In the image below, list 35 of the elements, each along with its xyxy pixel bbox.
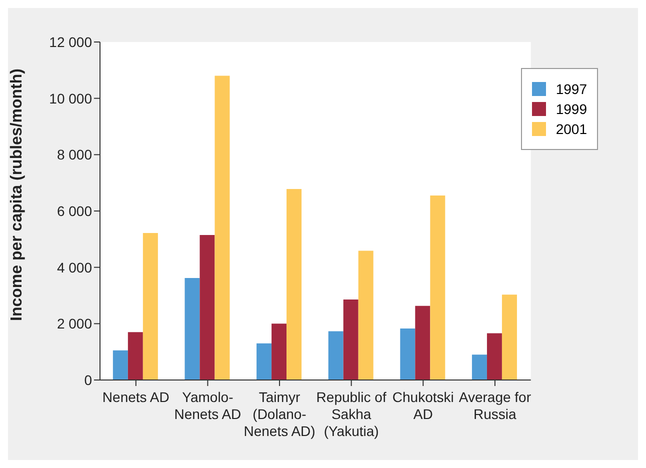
bar (472, 354, 487, 380)
bar (272, 324, 287, 380)
y-tick-label: 2 000 (56, 316, 92, 332)
y-axis-title: Income per capita (rubles/month) (8, 68, 26, 321)
bar (430, 196, 446, 380)
x-tick-label: Average for Russia (458, 389, 532, 422)
bar (128, 332, 143, 380)
bar (343, 299, 358, 380)
x-tick-label: Chukotski AD (392, 389, 454, 422)
y-tick-label: 4 000 (56, 259, 92, 276)
x-tick-label: Nenets AD (102, 389, 170, 405)
bar (502, 294, 517, 380)
legend-label: 2001 (556, 121, 587, 137)
y-tick-label: 12 000 (49, 34, 92, 50)
bar (286, 189, 302, 380)
bar (214, 76, 230, 380)
bar (256, 343, 272, 380)
bar (142, 232, 158, 380)
bar (200, 234, 215, 380)
bar (400, 328, 416, 380)
y-tick-label: 6 000 (56, 202, 92, 219)
x-tick-label: Republic of Sakha (Yakutia) (316, 389, 386, 439)
x-tick-label: Yamolo- Nenets AD (174, 389, 242, 422)
bar (112, 350, 128, 380)
y-tick-label: 0 (84, 372, 92, 388)
bar (358, 250, 374, 380)
legend-label: 1999 (556, 101, 587, 117)
x-tick-label: Taimyr (Dolano- Nenets AD) (244, 389, 316, 439)
y-tick-label: 8 000 (56, 146, 92, 163)
bar (184, 278, 200, 380)
bar (328, 331, 344, 380)
legend-label: 1997 (556, 81, 587, 97)
bar (415, 306, 430, 380)
bar (486, 333, 502, 380)
y-tick-label: 10 000 (49, 90, 92, 106)
